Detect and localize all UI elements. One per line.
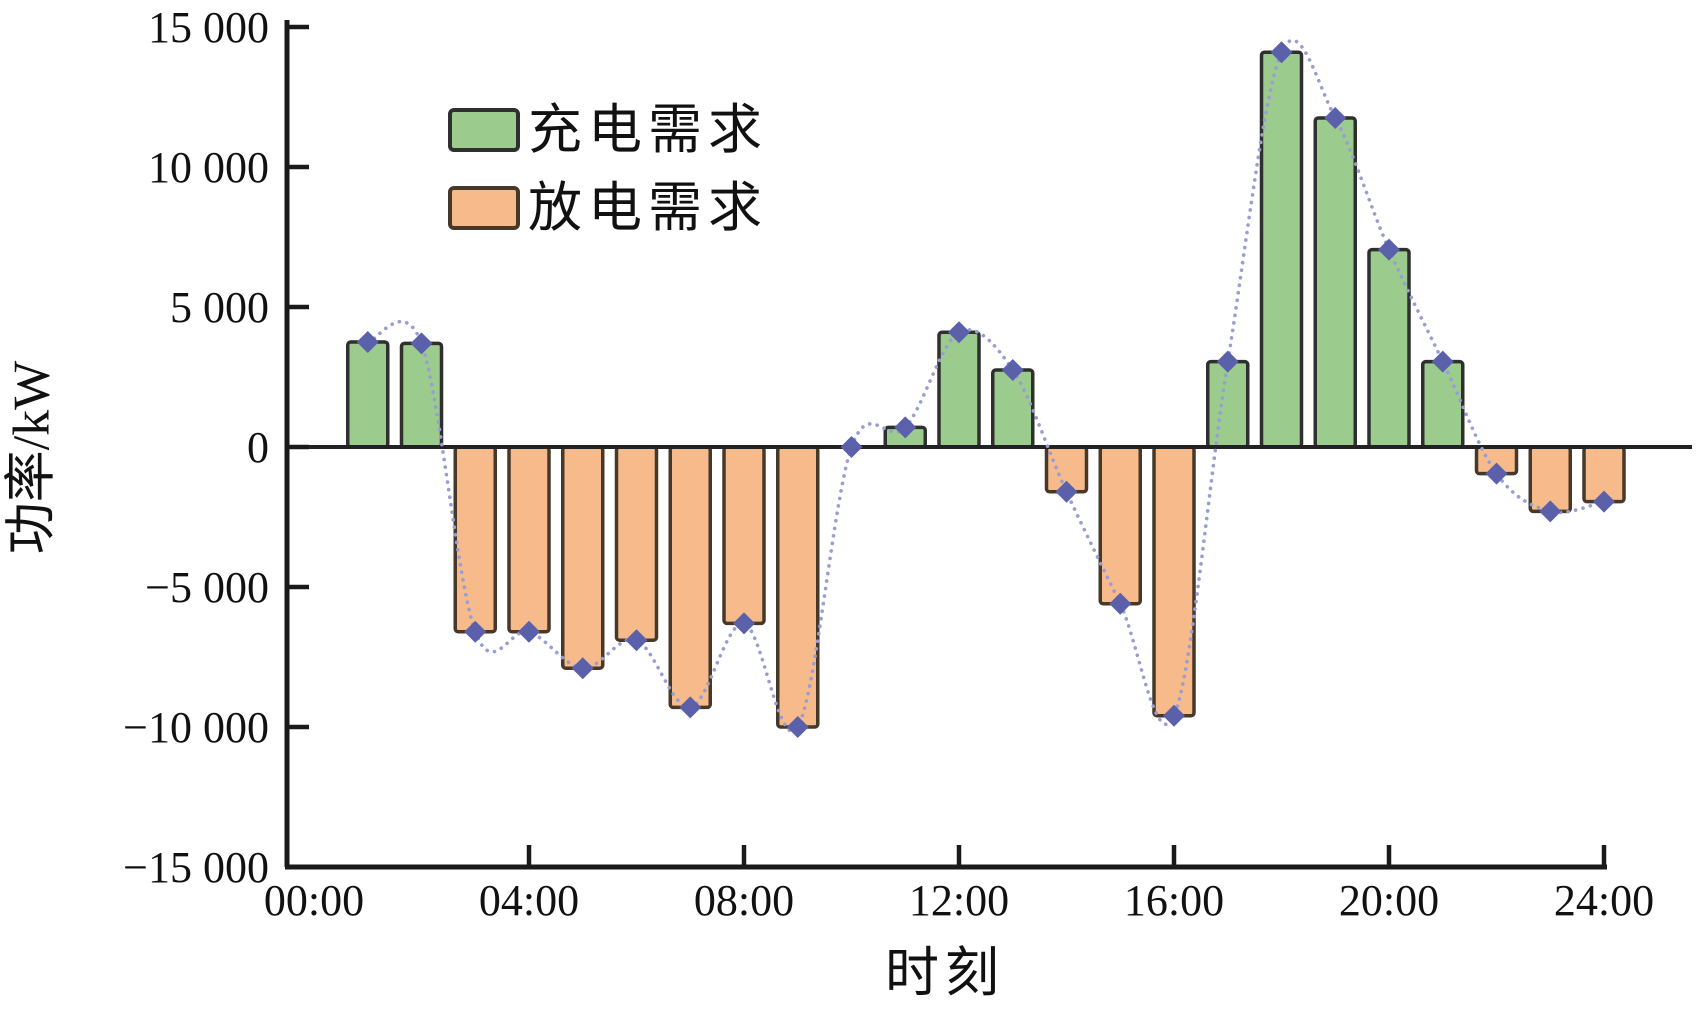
bar-hour-12 (937, 330, 981, 449)
marker-hour-18 (1270, 41, 1293, 64)
bar-hour-9 (776, 445, 820, 729)
legend-item-discharging: 放电需求 (448, 176, 768, 240)
bar-hour-19 (1313, 116, 1357, 449)
marker-hour-23 (1539, 500, 1562, 523)
x-tick-label: 08:00 (694, 876, 794, 925)
bar-hour-21 (1421, 359, 1465, 449)
bar-hour-6 (614, 445, 659, 642)
bar-hour-17 (1206, 359, 1250, 449)
demand-line (365, 38, 1606, 733)
marker-hour-2 (410, 332, 433, 355)
marker-hour-17 (1216, 350, 1239, 373)
bar-hour-16 (1152, 445, 1196, 718)
y-tick-label: −15 000 (123, 843, 269, 892)
marker-hour-16 (1163, 704, 1185, 727)
marker-hour-8 (733, 612, 755, 635)
bar-hour-4 (507, 445, 551, 634)
marker-hour-10 (840, 436, 863, 458)
discharging-swatch (448, 186, 520, 230)
marker-hour-14 (1055, 480, 1078, 503)
marker-hour-1 (356, 331, 379, 353)
y-axis-title: 功率/kW (3, 360, 61, 555)
bar-hour-2 (399, 341, 444, 449)
legend-item-charging: 充电需求 (448, 98, 768, 162)
marker-hour-4 (518, 620, 540, 643)
marker-hour-15 (1109, 592, 1132, 615)
bar-hour-8 (722, 445, 766, 626)
marker-hour-22 (1485, 462, 1508, 485)
marker-hour-13 (1001, 359, 1024, 381)
y-tick-label: −10 000 (123, 703, 269, 752)
legend-label-discharging: 放电需求 (528, 178, 768, 238)
legend: 充电需求 放电需求 (448, 98, 768, 240)
bar-hour-1 (346, 340, 390, 449)
y-tick-label: 10 000 (148, 143, 269, 192)
marker-hour-3 (464, 620, 487, 643)
x-tick-label: 00:00 (264, 876, 364, 925)
x-axis-title: 时刻 (885, 943, 1005, 1003)
marker-hour-5 (571, 657, 594, 680)
x-tick-label: 04:00 (479, 876, 579, 925)
x-tick-label: 20:00 (1339, 876, 1439, 925)
y-tick-label: 0 (247, 423, 269, 472)
y-tick-label: −5 000 (145, 563, 269, 612)
marker-hour-20 (1378, 238, 1400, 261)
y-tick-label: 15 000 (148, 3, 269, 52)
bar-hour-5 (561, 445, 605, 670)
bar-hour-7 (668, 445, 712, 710)
marker-hour-19 (1324, 107, 1347, 129)
x-tick-label: 12:00 (909, 876, 1009, 925)
y-tick-label: 5 000 (170, 283, 269, 332)
x-tick-label: 16:00 (1124, 876, 1224, 925)
marker-hour-11 (894, 416, 917, 439)
marker-hour-7 (679, 696, 702, 719)
bar-hour-20 (1367, 247, 1411, 449)
legend-label-charging: 充电需求 (528, 100, 768, 160)
bar-hour-13 (991, 368, 1035, 449)
bar-hour-15 (1098, 445, 1142, 606)
marker-hour-24 (1593, 490, 1615, 513)
bar-hour-3 (453, 445, 497, 634)
marker-hour-21 (1431, 350, 1454, 373)
marker-hour-9 (786, 716, 809, 738)
marker-hour-12 (948, 321, 970, 344)
charging-swatch (448, 108, 520, 152)
marker-hour-6 (625, 629, 648, 652)
x-tick-label: 24:00 (1554, 876, 1654, 925)
